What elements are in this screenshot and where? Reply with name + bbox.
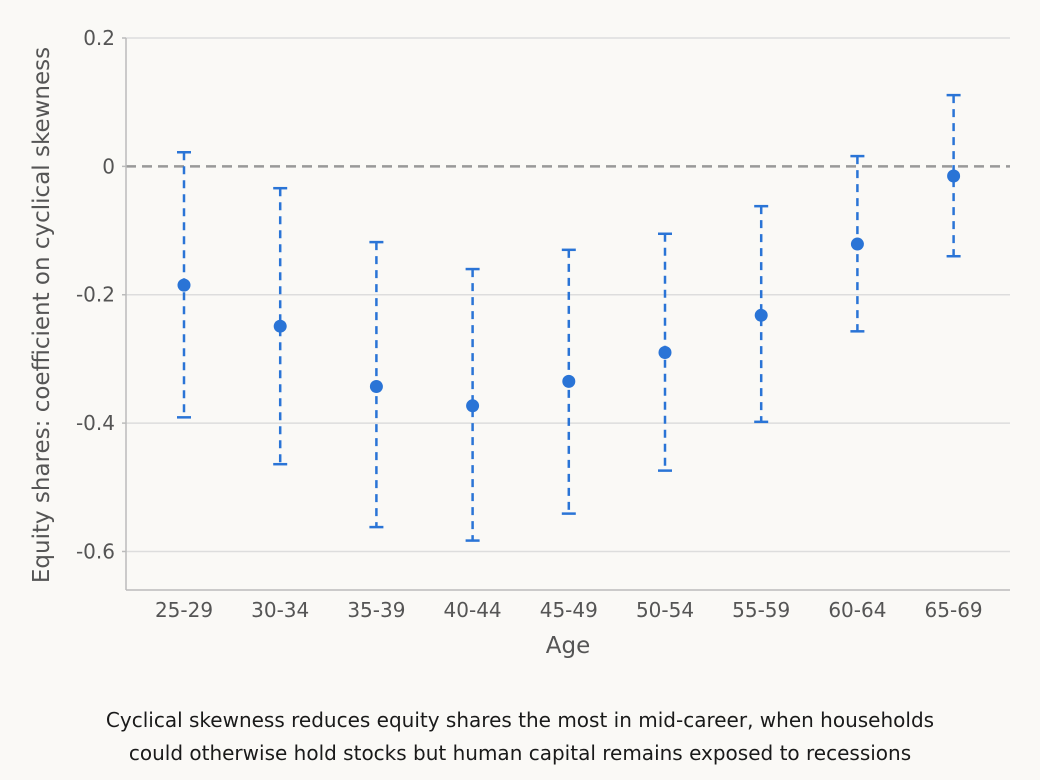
y-tick-label: 0 <box>102 154 115 178</box>
y-tick-labels: 0.2 0 -0.2 -0.4 -0.6 <box>76 26 126 563</box>
y-axis-label: Equity shares: coefficient on cyclical s… <box>29 47 55 583</box>
error-bars-and-points <box>177 93 961 542</box>
data-point <box>466 399 480 413</box>
x-tick-label: 25-29 <box>155 598 213 622</box>
y-tick-label: -0.6 <box>76 539 115 563</box>
x-tick-label: 35-39 <box>347 598 405 622</box>
figure-caption: Cyclical skewness reduces equity shares … <box>0 704 1040 770</box>
x-tick-label: 45-49 <box>540 598 598 622</box>
axes <box>125 38 1010 591</box>
data-point <box>850 237 864 251</box>
y-tick-label: 0.2 <box>83 26 115 50</box>
chart: 0.2 0 -0.2 -0.4 -0.6 25-29 30-34 35-39 40-44 45-… <box>29 26 1010 659</box>
data-point <box>947 169 961 183</box>
x-tick-label: 30-34 <box>251 598 309 622</box>
y-tick-label: -0.4 <box>76 411 115 435</box>
x-axis-label: Age <box>546 633 590 659</box>
data-point <box>754 308 768 322</box>
x-tick-label: 55-59 <box>732 598 790 622</box>
caption-line-1: Cyclical skewness reduces equity shares … <box>105 708 935 732</box>
data-point <box>273 319 287 333</box>
x-tick-labels: 25-29 30-34 35-39 40-44 45-49 50-54 55-59 60-64… <box>155 598 983 622</box>
x-tick-label: 60-64 <box>828 598 886 622</box>
data-point <box>658 346 672 360</box>
data-point <box>369 380 383 394</box>
caption-line-2: could otherwise hold stocks but human ca… <box>128 741 912 765</box>
data-point <box>562 374 576 388</box>
data-point <box>177 278 191 292</box>
y-tick-label: -0.2 <box>76 283 115 307</box>
x-tick-label: 40-44 <box>444 598 502 622</box>
x-tick-label: 65-69 <box>925 598 983 622</box>
x-tick-label: 50-54 <box>636 598 694 622</box>
